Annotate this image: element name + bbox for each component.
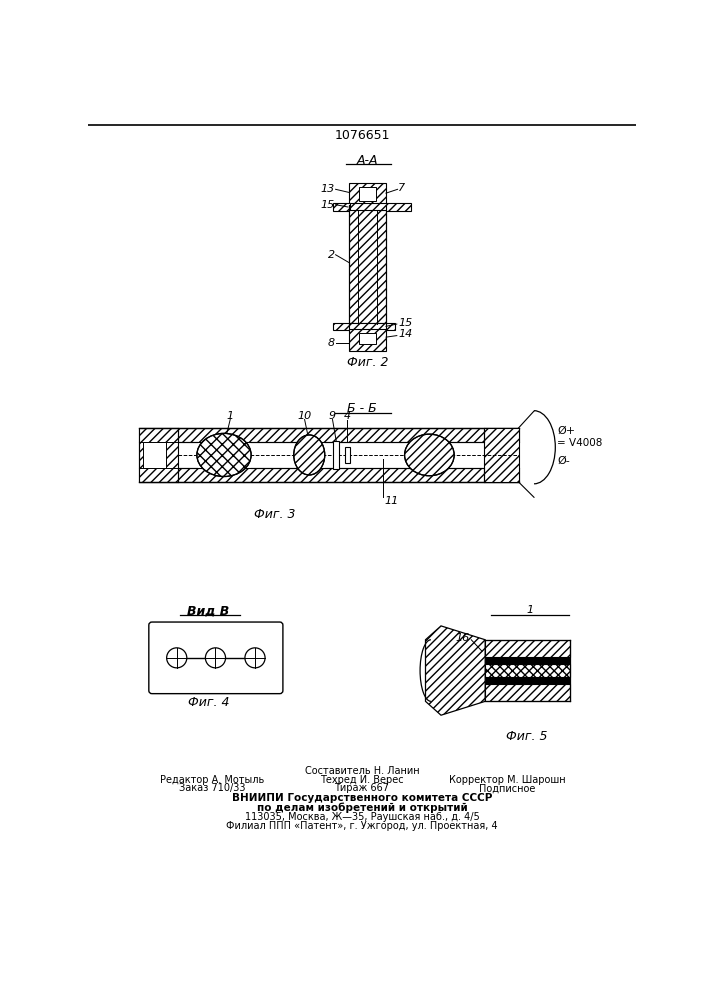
Text: 11: 11 [385, 496, 399, 506]
Ellipse shape [404, 434, 454, 476]
Ellipse shape [197, 433, 251, 477]
Text: по делам изобретений и открытий: по делам изобретений и открытий [257, 802, 467, 813]
Text: Корректор М. Шарошн: Корректор М. Шарошн [448, 775, 565, 785]
Text: Редактор А. Мотыль: Редактор А. Мотыль [160, 775, 264, 785]
Text: Вид В: Вид В [187, 605, 230, 618]
Text: 15: 15 [320, 200, 335, 210]
Bar [359, 187, 376, 201]
Text: 9: 9 [329, 411, 336, 421]
Text: = V4008: = V4008 [557, 438, 602, 448]
Bar [333, 441, 339, 469]
Bar [345, 447, 349, 463]
Text: Фиг. 4: Фиг. 4 [188, 696, 229, 709]
Text: 1076651: 1076651 [334, 129, 390, 142]
Text: 15: 15 [398, 318, 413, 328]
Bar [485, 677, 571, 684]
Text: Техред И. Верес: Техред И. Верес [320, 775, 404, 785]
Circle shape [167, 648, 187, 668]
Bar [485, 657, 571, 664]
Bar [139, 428, 518, 442]
Text: Фиг. 3: Фиг. 3 [254, 508, 295, 521]
Circle shape [206, 648, 226, 668]
Text: 2: 2 [328, 250, 335, 260]
Bar [349, 323, 386, 330]
Bar [349, 329, 386, 351]
Text: Ø+: Ø+ [557, 425, 575, 435]
Bar [332, 323, 395, 330]
Bar [349, 183, 386, 205]
Bar [484, 428, 518, 482]
Bar [485, 640, 571, 657]
Text: 7: 7 [398, 183, 406, 193]
Bar [349, 210, 386, 324]
Circle shape [245, 648, 265, 668]
Bar [139, 428, 177, 482]
Ellipse shape [293, 435, 325, 475]
Text: 1: 1 [227, 411, 234, 421]
Text: Тираж 667: Тираж 667 [334, 783, 390, 793]
Bar [143, 442, 166, 468]
Text: Филиал ППП «Патент», г. Ужгород, ул. Проектная, 4: Филиал ППП «Патент», г. Ужгород, ул. Про… [226, 821, 498, 831]
Text: Фиг. 2: Фиг. 2 [346, 356, 388, 369]
Text: ВНИИПИ Государственного комитета СССР: ВНИИПИ Государственного комитета СССР [232, 793, 492, 803]
Text: Б - Б: Б - Б [347, 402, 377, 415]
Text: Подписное: Подписное [479, 783, 535, 793]
Text: Фиг. 5: Фиг. 5 [506, 730, 547, 743]
Bar [349, 203, 411, 211]
Text: 1: 1 [527, 605, 534, 615]
Bar [139, 468, 518, 482]
FancyBboxPatch shape [149, 622, 283, 694]
Text: 113035, Москва, Ж—35, Раушская наб., д. 4/5: 113035, Москва, Ж—35, Раушская наб., д. … [245, 812, 479, 822]
Text: Составитель Н. Ланин: Составитель Н. Ланин [305, 766, 419, 776]
Text: Заказ 710/33: Заказ 710/33 [179, 783, 245, 793]
Text: А-А: А-А [356, 154, 378, 167]
Polygon shape [426, 626, 485, 715]
Text: 14: 14 [398, 329, 413, 339]
Text: 4: 4 [344, 411, 351, 421]
Text: 8: 8 [328, 338, 335, 348]
Text: Ø-: Ø- [557, 456, 570, 466]
Bar [359, 333, 376, 344]
Bar [332, 203, 349, 211]
Text: 10: 10 [298, 411, 312, 421]
Bar [485, 664, 571, 677]
Text: 13: 13 [320, 184, 335, 194]
Text: 16: 16 [455, 633, 469, 643]
Bar [485, 684, 571, 701]
